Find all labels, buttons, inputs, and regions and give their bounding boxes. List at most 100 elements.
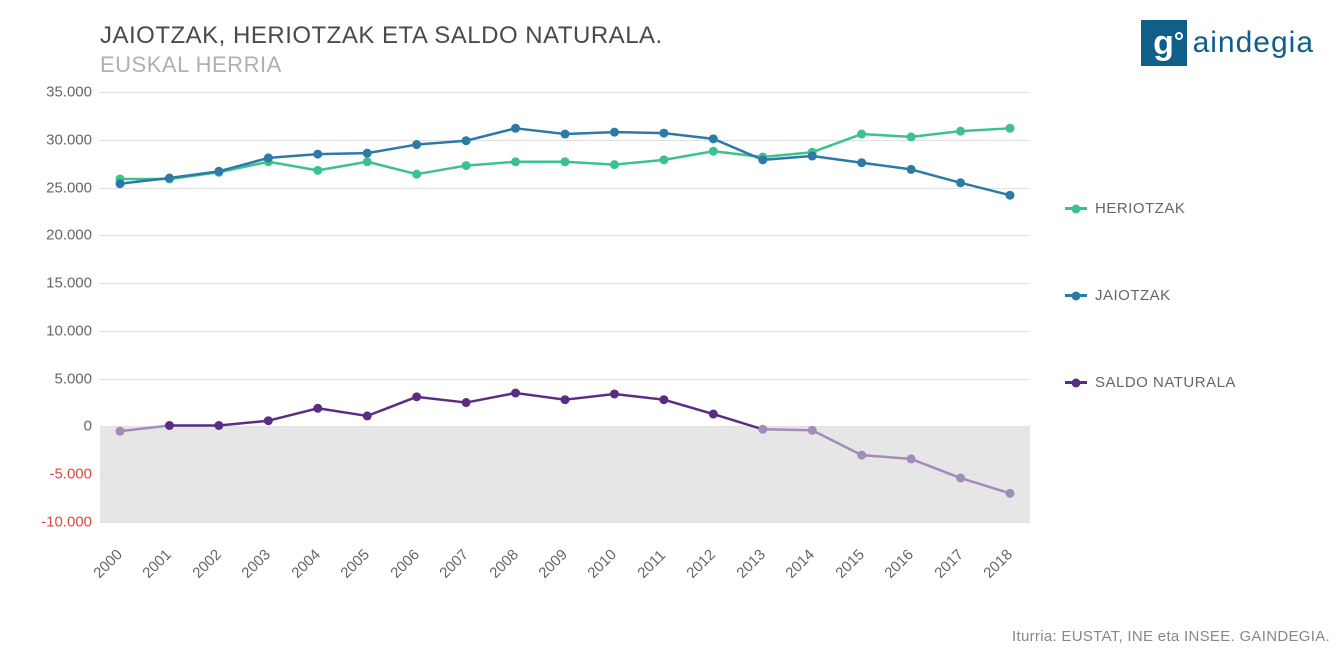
legend-label: HERIOTZAK (1095, 200, 1185, 217)
data-marker (610, 128, 619, 137)
data-marker (313, 404, 322, 413)
y-axis-label: -10.000 (2, 514, 92, 531)
brand-logo: g aindegia (1141, 20, 1314, 66)
data-marker (313, 166, 322, 175)
data-marker (412, 170, 421, 179)
data-marker (907, 165, 916, 174)
gridline (100, 522, 1030, 523)
legend-label: JAIOTZAK (1095, 287, 1171, 304)
x-axis-label: 2018 (980, 546, 1016, 582)
legend-item: HERIOTZAK (1065, 200, 1325, 217)
data-marker (363, 411, 372, 420)
x-axis-label: 2007 (436, 546, 472, 582)
data-marker (1006, 124, 1015, 133)
y-axis-label: 35.000 (2, 84, 92, 101)
data-marker (511, 124, 520, 133)
x-axis-label: 2004 (288, 546, 324, 582)
data-marker (264, 157, 273, 166)
data-marker (561, 395, 570, 404)
logo-text: aindegia (1193, 26, 1314, 60)
data-marker (363, 157, 372, 166)
gridline (100, 426, 1030, 427)
y-axis-label: -5.000 (2, 466, 92, 483)
data-marker (511, 157, 520, 166)
chart-page: JAIOTZAK, HERIOTZAK ETA SALDO NATURALA. … (0, 0, 1344, 653)
logo-dot-icon (1175, 32, 1183, 40)
data-marker (709, 147, 718, 156)
x-axis-label: 2008 (486, 546, 522, 582)
y-axis-label: 30.000 (2, 131, 92, 148)
data-marker (313, 150, 322, 159)
y-axis-label: 0 (2, 418, 92, 435)
y-axis-label: 10.000 (2, 322, 92, 339)
data-marker (808, 152, 817, 161)
gridline (100, 379, 1030, 380)
gridline (100, 188, 1030, 189)
x-axis-label: 2001 (140, 546, 176, 582)
data-marker (264, 153, 273, 162)
legend-swatch-line (1065, 294, 1087, 297)
gridline (100, 92, 1030, 93)
data-marker (363, 149, 372, 158)
data-marker (561, 130, 570, 139)
data-marker (659, 395, 668, 404)
gridline (100, 474, 1030, 475)
title-block: JAIOTZAK, HERIOTZAK ETA SALDO NATURALA. … (100, 22, 663, 78)
legend-swatch-line (1065, 207, 1087, 210)
x-axis-label: 2002 (189, 546, 225, 582)
x-axis-label: 2012 (684, 546, 720, 582)
x-axis-label: 2017 (931, 546, 967, 582)
data-marker (412, 140, 421, 149)
x-axis-label: 2009 (535, 546, 571, 582)
gridline (100, 235, 1030, 236)
x-axis-label: 2011 (634, 547, 669, 582)
legend-item: JAIOTZAK (1065, 287, 1325, 304)
data-marker (659, 155, 668, 164)
data-marker (758, 155, 767, 164)
logo-letter: g (1153, 26, 1174, 60)
legend-label: SALDO NATURALA (1095, 374, 1236, 391)
x-axis-label: 2010 (585, 546, 621, 582)
source-caption: Iturria: EUSTAT, INE eta INSEE. GAINDEGI… (1012, 628, 1330, 645)
data-marker (956, 127, 965, 136)
legend-item: SALDO NATURALA (1065, 374, 1325, 391)
chart-legend: HERIOTZAK JAIOTZAK SALDO NATURALA (1065, 150, 1325, 391)
x-axis-label: 2005 (338, 546, 374, 582)
chart-title: JAIOTZAK, HERIOTZAK ETA SALDO NATURALA. (100, 22, 663, 50)
gridline (100, 331, 1030, 332)
data-marker (610, 160, 619, 169)
legend-swatch-line (1065, 381, 1087, 384)
data-marker (412, 392, 421, 401)
data-marker (857, 158, 866, 167)
y-axis-label: 5.000 (2, 370, 92, 387)
data-marker (610, 389, 619, 398)
data-marker (116, 174, 125, 183)
data-marker (808, 148, 817, 157)
data-marker (214, 168, 223, 177)
data-marker (264, 416, 273, 425)
y-axis-label: 25.000 (2, 179, 92, 196)
gridline (100, 140, 1030, 141)
chart-subtitle: EUSKAL HERRIA (100, 52, 663, 78)
data-marker (758, 152, 767, 161)
data-marker (462, 398, 471, 407)
x-axis-label: 2013 (733, 546, 769, 582)
data-marker (462, 161, 471, 170)
legend-swatch-dot (1072, 291, 1081, 300)
x-axis-label: 2014 (783, 546, 819, 582)
data-marker (857, 130, 866, 139)
gridline (100, 283, 1030, 284)
y-axis-label: 15.000 (2, 275, 92, 292)
data-marker (659, 129, 668, 138)
x-axis-label: 2015 (832, 546, 868, 582)
x-axis-label: 2000 (90, 546, 126, 582)
legend-swatch-dot (1072, 204, 1081, 213)
x-axis-label: 2006 (387, 546, 423, 582)
logo-mark: g (1141, 20, 1187, 66)
x-axis-label: 2003 (239, 546, 275, 582)
x-axis-label: 2016 (881, 546, 917, 582)
data-marker (511, 389, 520, 398)
data-marker (709, 410, 718, 419)
legend-swatch-dot (1072, 378, 1081, 387)
data-marker (956, 178, 965, 187)
